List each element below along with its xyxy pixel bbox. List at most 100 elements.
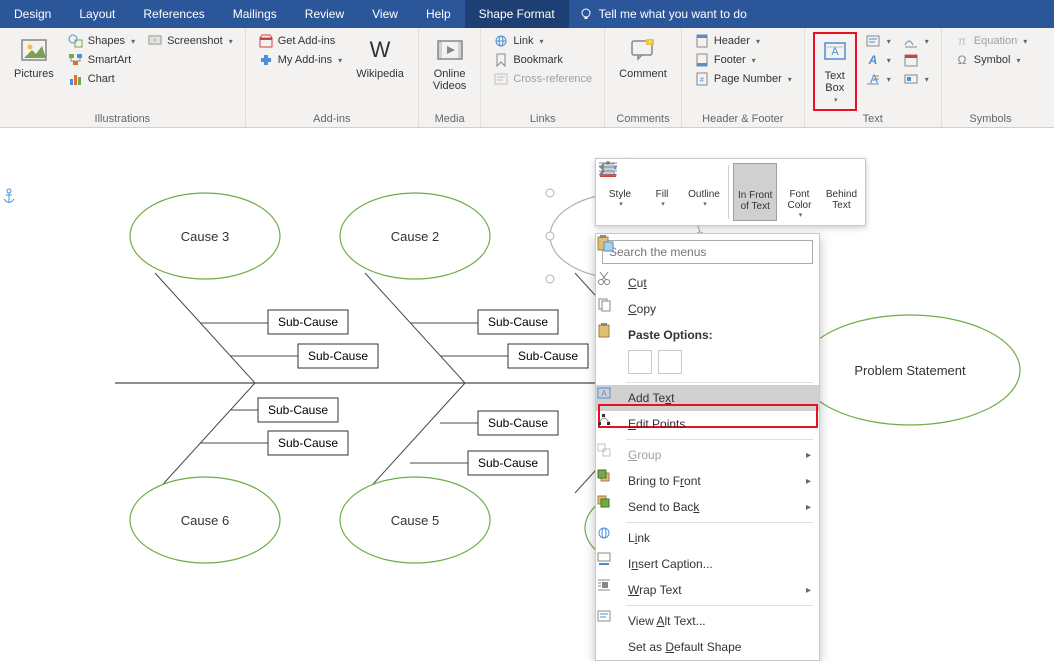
object-button[interactable]: ▾ (899, 70, 933, 88)
tab-layout[interactable]: Layout (65, 0, 129, 28)
cm-add-text[interactable]: A Add Text (596, 385, 819, 411)
group-label-text: Text (813, 111, 933, 125)
ft-font-color-button[interactable]: A Font Color▾ (779, 163, 819, 221)
document-canvas[interactable]: Cause 3 Cause 2 Cause 6 Cause 5 Problem … (0, 128, 1054, 617)
footer-button[interactable]: Footer▾ (690, 51, 796, 69)
tab-review[interactable]: Review (291, 0, 358, 28)
tab-references[interactable]: References (129, 0, 218, 28)
link-icon-cm (602, 529, 620, 547)
tell-me-label: Tell me what you want to do (599, 7, 747, 21)
header-button[interactable]: Header▾ (690, 32, 796, 50)
svg-text:+: + (648, 40, 652, 46)
alt-text-icon (602, 612, 620, 630)
tell-me-search[interactable]: Tell me what you want to do (579, 7, 747, 21)
group-label-addins: Add-ins (254, 111, 410, 125)
text-box-label: Text Box (825, 70, 845, 94)
tab-mailings[interactable]: Mailings (219, 0, 291, 28)
cm-wrap-text[interactable]: Wrap Text▸ (596, 577, 819, 603)
in-front-label: In Front of Text (738, 190, 772, 212)
chart-button[interactable]: Chart (64, 70, 139, 88)
symbol-button[interactable]: Ω Symbol▾ (950, 51, 1031, 69)
bookmark-button[interactable]: Bookmark (489, 51, 596, 69)
chart-icon (68, 71, 84, 87)
cm-link[interactable]: Link (596, 525, 819, 551)
wordart-button[interactable]: A▾ (861, 51, 895, 69)
my-addins-button[interactable]: My Add-ins▾ (254, 51, 346, 69)
add-text-icon: A (602, 389, 620, 407)
wikipedia-icon: W (364, 34, 396, 66)
cm-copy[interactable]: Copy (596, 296, 819, 322)
page-number-button[interactable]: # Page Number▾ (690, 70, 796, 88)
ribbon: Pictures Shapes▾ SmartArt Chart (0, 28, 1054, 128)
caption-icon (602, 555, 620, 573)
quick-parts-button[interactable]: ▾ (861, 32, 895, 50)
cm-send-to-back[interactable]: Send to Back▸ (596, 494, 819, 520)
comment-button[interactable]: + Comment (613, 32, 673, 111)
smartart-icon (68, 52, 84, 68)
ft-outline-button[interactable]: Outline▾ (684, 163, 724, 221)
text-box-button[interactable]: A Text Box▾ (813, 32, 857, 111)
cm-cut[interactable]: Cut (596, 270, 819, 296)
svg-text:W: W (370, 37, 391, 62)
cm-edit-points[interactable]: Edit Points (596, 411, 819, 437)
pictures-icon (18, 34, 50, 66)
cm-insert-caption[interactable]: Insert Caption... (596, 551, 819, 577)
font-color-icon: A (787, 165, 811, 189)
cause-5-label: Cause 5 (391, 513, 439, 528)
edit-points-icon (602, 415, 620, 433)
outline-icon (692, 165, 716, 189)
fishbone-diagram: Cause 3 Cause 2 Cause 6 Cause 5 Problem … (0, 128, 1054, 618)
online-videos-button[interactable]: Online Videos (427, 32, 472, 111)
equation-icon: π (954, 33, 970, 49)
cause-3-label: Cause 3 (181, 229, 229, 244)
shapes-button[interactable]: Shapes▾ (64, 32, 139, 50)
symbol-icon: Ω (954, 52, 970, 68)
svg-text:A: A (867, 53, 877, 67)
paste-opt-2[interactable] (658, 350, 682, 374)
behind-label: Behind Text (826, 189, 857, 211)
cause-6-label: Cause 6 (181, 513, 229, 528)
tab-view[interactable]: View (358, 0, 412, 28)
floating-toolbar: Style▾ Fill▾ Outline▾ In Front of Text A… (595, 158, 866, 226)
group-label-header-footer: Header & Footer (690, 111, 796, 125)
cm-view-alt-text[interactable]: View Alt Text... (596, 608, 819, 634)
ft-in-front-button[interactable]: In Front of Text (733, 163, 777, 221)
tab-shape-format[interactable]: Shape Format (465, 0, 569, 28)
cm-bring-to-front[interactable]: Bring to Front▸ (596, 468, 819, 494)
screenshot-button[interactable]: Screenshot▾ (143, 32, 237, 50)
pictures-button[interactable]: Pictures (8, 32, 60, 111)
search-menus-input[interactable] (602, 240, 813, 264)
link-button[interactable]: Link▾ (489, 32, 596, 50)
bulb-icon (579, 7, 593, 21)
tab-help[interactable]: Help (412, 0, 465, 28)
tab-design[interactable]: Design (0, 0, 65, 28)
footer-icon (694, 52, 710, 68)
group-label-symbols: Symbols (950, 111, 1031, 125)
date-time-button[interactable] (899, 51, 933, 69)
comment-icon: + (627, 34, 659, 66)
ft-behind-button[interactable]: Behind Text (821, 163, 861, 221)
copy-icon (602, 300, 620, 318)
cm-set-default-shape[interactable]: Set as Default Shape (596, 634, 819, 660)
drop-cap-button[interactable]: A▾ (861, 70, 895, 88)
cm-paste-options-label: Paste Options: (596, 322, 819, 348)
group-label-media: Media (427, 111, 472, 125)
group-addins: Get Add-ins My Add-ins▾ W Wikipedia Add-… (246, 28, 419, 127)
ft-fill-button[interactable]: Fill▾ (642, 163, 682, 221)
behind-icon (829, 165, 853, 189)
wikipedia-button[interactable]: W Wikipedia (350, 32, 410, 111)
shapes-icon (68, 33, 84, 49)
send-back-icon (602, 498, 620, 516)
get-addins-button[interactable]: Get Add-ins (254, 32, 346, 50)
svg-text:Sub-Cause: Sub-Cause (308, 349, 368, 363)
store-icon (258, 33, 274, 49)
paste-opt-1[interactable] (628, 350, 652, 374)
group-label-links: Links (489, 111, 596, 125)
cross-reference-button: Cross-reference (489, 70, 596, 88)
cm-group: Group▸ (596, 442, 819, 468)
online-videos-label: Online Videos (433, 68, 466, 92)
screenshot-icon (147, 33, 163, 49)
signature-button[interactable]: ▾ (899, 32, 933, 50)
smartart-button[interactable]: SmartArt (64, 51, 139, 69)
context-menu-search[interactable] (602, 240, 813, 264)
